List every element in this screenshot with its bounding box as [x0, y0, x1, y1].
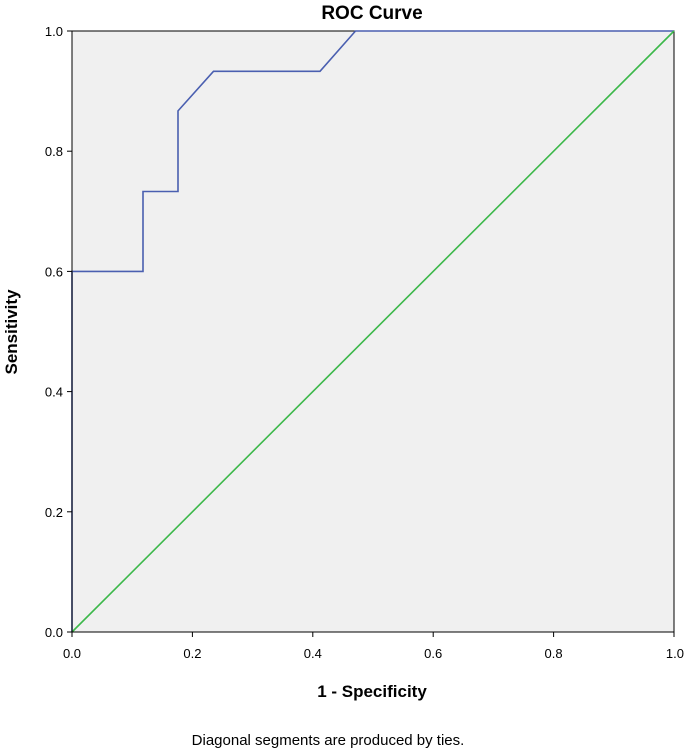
reference-diagonal-line	[71, 30, 675, 633]
series-layer	[71, 30, 675, 633]
y-tick-label: 0.6	[45, 264, 63, 279]
x-tick-label: 0.8	[545, 646, 563, 661]
y-tick-label: 0.0	[45, 625, 63, 640]
y-tick-label: 0.4	[45, 385, 63, 400]
y-tick-label: 0.8	[45, 144, 63, 159]
footnote: Diagonal segments are produced by ties.	[192, 732, 465, 749]
y-tick-label: 0.2	[45, 505, 63, 520]
x-tick-label: 0.2	[183, 646, 201, 661]
y-tick-label: 1.0	[45, 24, 63, 39]
roc-curve-line	[71, 30, 674, 632]
x-tick-label: 1.0	[666, 646, 684, 661]
x-axis-ticks: 0.0 0.2 0.4 0.6 0.8 1.0	[63, 632, 684, 661]
x-tick-label: 0.6	[424, 646, 442, 661]
x-axis-title: 1 - Specificity	[317, 682, 427, 701]
y-axis-title: Sensitivity	[2, 289, 21, 375]
x-tick-label: 0.4	[304, 646, 322, 661]
y-axis-ticks: 0.0 0.2 0.4 0.6 0.8 1.0	[45, 24, 72, 640]
chart-title: ROC Curve	[321, 3, 422, 24]
x-tick-label: 0.0	[63, 646, 81, 661]
